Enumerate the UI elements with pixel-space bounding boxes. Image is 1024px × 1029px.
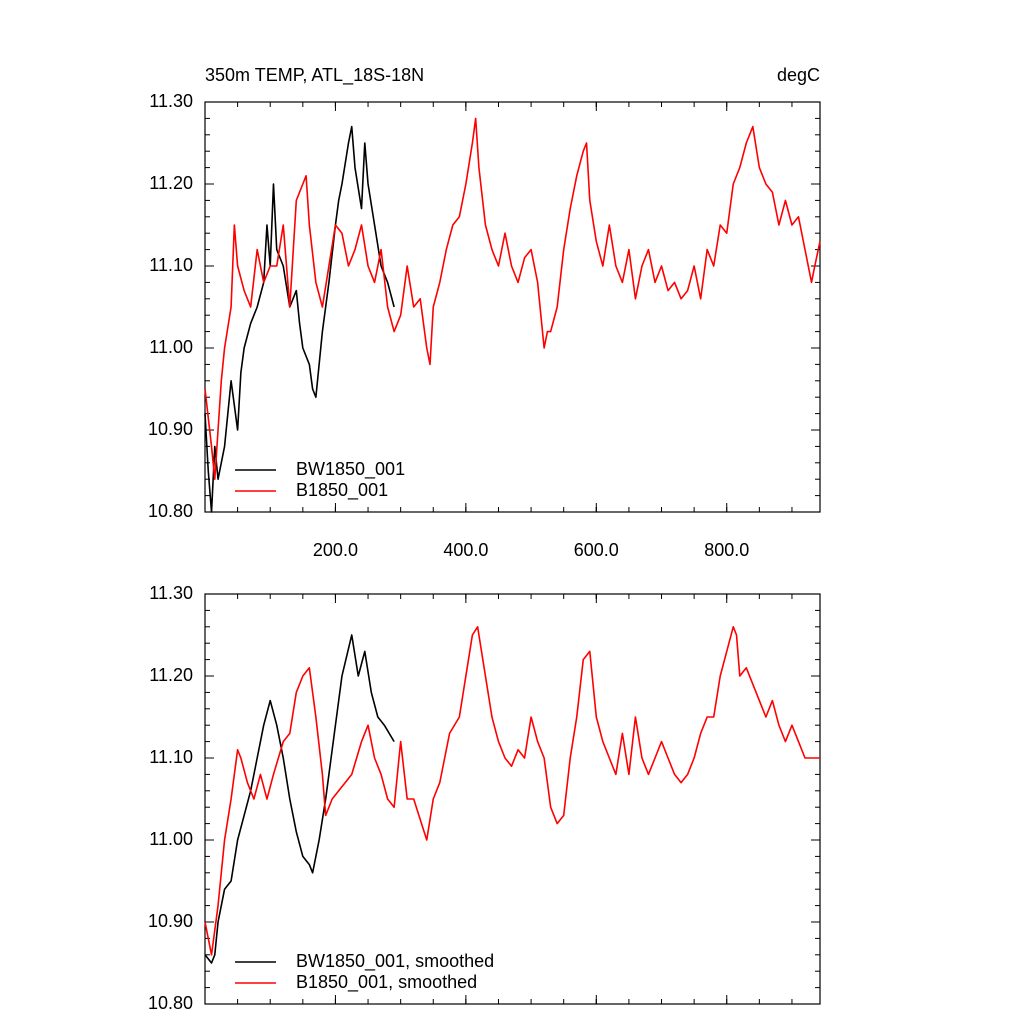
y-tick-label: 11.30 — [149, 91, 193, 111]
chart-title: 350m TEMP, ATL_18S-18N — [205, 65, 424, 86]
legend-label: B1850_001 — [296, 480, 388, 501]
y-tick-label: 11.00 — [149, 337, 193, 357]
data-line — [204, 125, 395, 513]
y-tick-label: 11.20 — [149, 173, 193, 193]
y-tick-label: 11.30 — [149, 583, 193, 603]
y-tick-label: 11.00 — [149, 829, 193, 849]
y-tick-label: 10.80 — [148, 993, 193, 1013]
y-tick-label: 10.90 — [148, 911, 193, 931]
y-tick-label: 11.20 — [149, 665, 193, 685]
x-tick-label: 400.0 — [443, 540, 488, 560]
x-tick-label: 200.0 — [313, 540, 358, 560]
legend-label: BW1850_001 — [296, 459, 405, 480]
legend-label: BW1850_001, smoothed — [296, 951, 494, 972]
legend-label: B1850_001, smoothed — [296, 972, 477, 993]
units-label: degC — [777, 65, 820, 85]
data-line — [204, 626, 820, 956]
y-tick-label: 11.10 — [149, 255, 193, 275]
plot-frame — [204, 101, 821, 513]
data-line — [204, 634, 395, 964]
data-line — [204, 117, 821, 480]
y-tick-label: 11.10 — [149, 747, 193, 767]
y-tick-label: 10.90 — [148, 419, 193, 439]
y-tick-label: 10.80 — [148, 501, 193, 521]
x-tick-label: 600.0 — [574, 540, 619, 560]
x-tick-label: 800.0 — [704, 540, 749, 560]
plot-frame — [204, 593, 821, 1005]
